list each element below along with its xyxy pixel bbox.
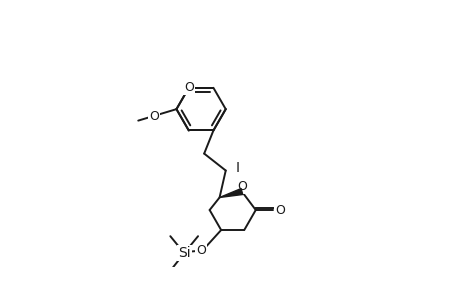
Text: O: O <box>184 80 193 94</box>
Text: O: O <box>275 203 285 217</box>
Text: O: O <box>149 110 159 123</box>
Text: I: I <box>235 161 240 175</box>
Text: O: O <box>196 244 206 256</box>
Text: O: O <box>237 180 247 194</box>
Polygon shape <box>219 189 242 197</box>
Text: Si: Si <box>178 246 190 260</box>
